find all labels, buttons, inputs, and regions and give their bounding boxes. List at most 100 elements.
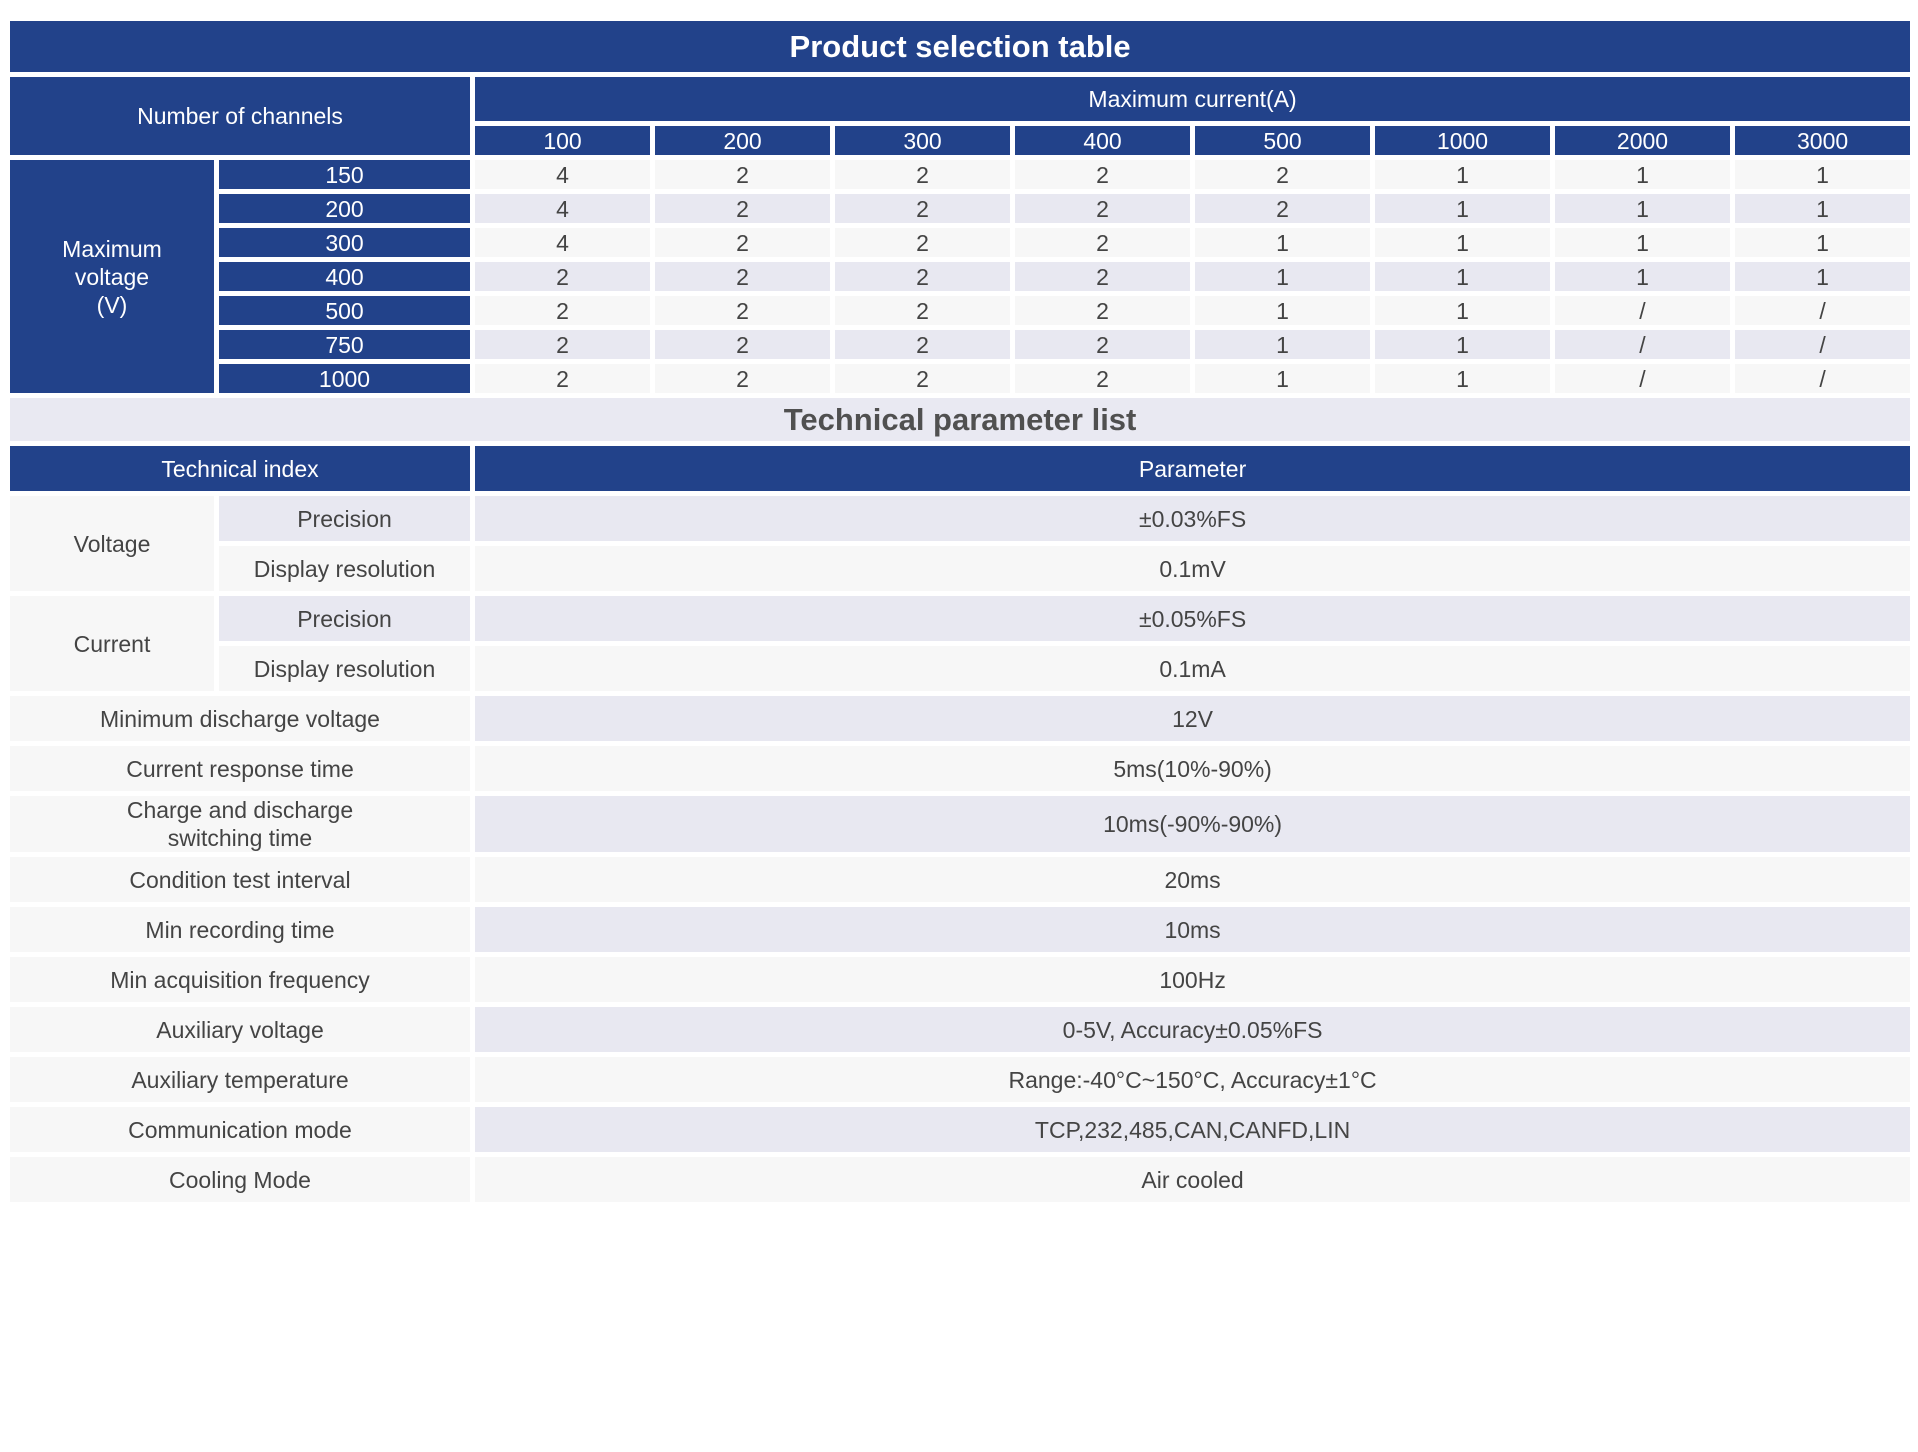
current-column-header: 3000 [1735, 126, 1911, 155]
channel-count-cell: 4 [475, 228, 650, 257]
channel-count-cell: 4 [475, 194, 650, 223]
current-precision-label: Precision [219, 596, 470, 641]
channel-count-cell: 2 [835, 160, 1010, 189]
channel-count-cell: 1 [1195, 330, 1370, 359]
channel-count-cell: 2 [1015, 194, 1190, 223]
parameter-header: Parameter [475, 446, 1911, 491]
channel-count-cell: 2 [835, 364, 1010, 393]
param-label: Charge and discharge switching time [10, 796, 470, 852]
channel-count-cell: 1 [1375, 296, 1550, 325]
channel-count-cell: 1 [1375, 194, 1550, 223]
channel-count-cell: 2 [475, 262, 650, 291]
param-value: 12V [475, 696, 1911, 741]
channel-count-cell: 1 [1735, 262, 1911, 291]
channel-count-cell: / [1555, 364, 1730, 393]
channel-count-cell: 1 [1195, 228, 1370, 257]
param-value: 10ms [475, 907, 1911, 952]
param-label: Auxiliary voltage [10, 1007, 470, 1052]
channel-count-cell: 2 [835, 228, 1010, 257]
channel-count-cell: 1 [1375, 330, 1550, 359]
current-column-header: 2000 [1555, 126, 1730, 155]
param-label: Min acquisition frequency [10, 957, 470, 1002]
param-label: Current response time [10, 746, 470, 791]
channel-count-cell: 2 [475, 364, 650, 393]
current-group-label: Current [10, 596, 214, 691]
spec-tables: Product selection table Number of channel… [10, 21, 1911, 1202]
voltage-row-header: 500 [219, 296, 470, 325]
param-value: Air cooled [475, 1157, 1911, 1202]
selection-title: Product selection table [10, 21, 1911, 72]
channel-count-cell: 1 [1555, 194, 1730, 223]
channel-count-cell: 2 [835, 330, 1010, 359]
param-value: 20ms [475, 857, 1911, 902]
param-label: Min recording time [10, 907, 470, 952]
channel-count-cell: 1 [1195, 364, 1370, 393]
channel-count-cell: 2 [835, 296, 1010, 325]
channel-count-cell: 2 [1015, 262, 1190, 291]
channel-count-cell: 2 [1195, 194, 1370, 223]
voltage-group-label: Voltage [10, 496, 214, 591]
channel-count-cell: 1 [1555, 228, 1730, 257]
channel-count-cell: 4 [475, 160, 650, 189]
channel-count-cell: 2 [1195, 160, 1370, 189]
current-column-header: 500 [1195, 126, 1370, 155]
channel-count-cell: 2 [655, 194, 830, 223]
channel-count-cell: 2 [835, 194, 1010, 223]
current-column-header: 1000 [1375, 126, 1550, 155]
channel-count-cell: 2 [655, 296, 830, 325]
current-header: Maximum current(A) [475, 77, 1911, 121]
channel-count-cell: 2 [655, 160, 830, 189]
channel-count-cell: 1 [1195, 262, 1370, 291]
channels-header: Number of channels [10, 77, 470, 155]
voltage-precision-label: Precision [219, 496, 470, 541]
channel-count-cell: / [1735, 330, 1911, 359]
voltage-row-header: 300 [219, 228, 470, 257]
current-column-header: 100 [475, 126, 650, 155]
current-column-header: 300 [835, 126, 1010, 155]
voltage-row-header: 750 [219, 330, 470, 359]
voltage-row-header: 1000 [219, 364, 470, 393]
param-value: Range:-40°C~150°C, Accuracy±1°C [475, 1057, 1911, 1102]
voltage-precision-value: ±0.03%FS [475, 496, 1911, 541]
channel-count-cell: 2 [655, 228, 830, 257]
param-value: 5ms(10%-90%) [475, 746, 1911, 791]
channel-count-cell: 2 [1015, 364, 1190, 393]
channel-count-cell: / [1735, 364, 1911, 393]
voltage-header: Maximum voltage (V) [10, 160, 214, 393]
param-value: 0-5V, Accuracy±0.05%FS [475, 1007, 1911, 1052]
channel-count-cell: 1 [1375, 262, 1550, 291]
channel-count-cell: 2 [655, 262, 830, 291]
voltage-resolution-label: Display resolution [219, 546, 470, 591]
channel-count-cell: 1 [1555, 160, 1730, 189]
channel-count-cell: / [1555, 296, 1730, 325]
channel-count-cell: 2 [475, 330, 650, 359]
channel-count-cell: / [1555, 330, 1730, 359]
param-label: Auxiliary temperature [10, 1057, 470, 1102]
channel-count-cell: 2 [835, 262, 1010, 291]
channel-count-cell: 1 [1735, 194, 1911, 223]
channel-count-cell: 2 [655, 330, 830, 359]
param-label: Minimum discharge voltage [10, 696, 470, 741]
voltage-row-header: 200 [219, 194, 470, 223]
current-column-header: 400 [1015, 126, 1190, 155]
channel-count-cell: 2 [1015, 330, 1190, 359]
current-precision-value: ±0.05%FS [475, 596, 1911, 641]
current-resolution-value: 0.1mA [475, 646, 1911, 691]
param-label: Cooling Mode [10, 1157, 470, 1202]
channel-count-cell: 2 [1015, 228, 1190, 257]
voltage-row-header: 400 [219, 262, 470, 291]
spec-table: Product selection table Number of channel… [5, 16, 1915, 1207]
channel-count-cell: 2 [655, 364, 830, 393]
current-resolution-label: Display resolution [219, 646, 470, 691]
param-label: Communication mode [10, 1107, 470, 1152]
channel-count-cell: 1 [1375, 228, 1550, 257]
channel-count-cell: / [1735, 296, 1911, 325]
channel-count-cell: 1 [1555, 262, 1730, 291]
param-label: Condition test interval [10, 857, 470, 902]
channel-count-cell: 1 [1195, 296, 1370, 325]
voltage-resolution-value: 0.1mV [475, 546, 1911, 591]
param-value: 100Hz [475, 957, 1911, 1002]
channel-count-cell: 2 [1015, 296, 1190, 325]
channel-count-cell: 1 [1375, 364, 1550, 393]
technical-index-header: Technical index [10, 446, 470, 491]
